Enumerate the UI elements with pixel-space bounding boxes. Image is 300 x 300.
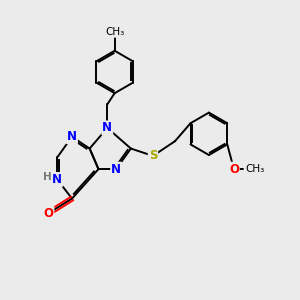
- Text: O: O: [229, 163, 239, 176]
- Text: N: N: [67, 130, 77, 143]
- Text: CH₃: CH₃: [105, 27, 124, 37]
- Text: N: N: [102, 122, 112, 134]
- Text: N: N: [52, 173, 62, 186]
- Text: CH₃: CH₃: [245, 164, 264, 174]
- Text: N: N: [111, 163, 121, 176]
- Text: H: H: [43, 172, 51, 182]
- Text: O: O: [44, 207, 53, 220]
- Text: S: S: [149, 149, 157, 162]
